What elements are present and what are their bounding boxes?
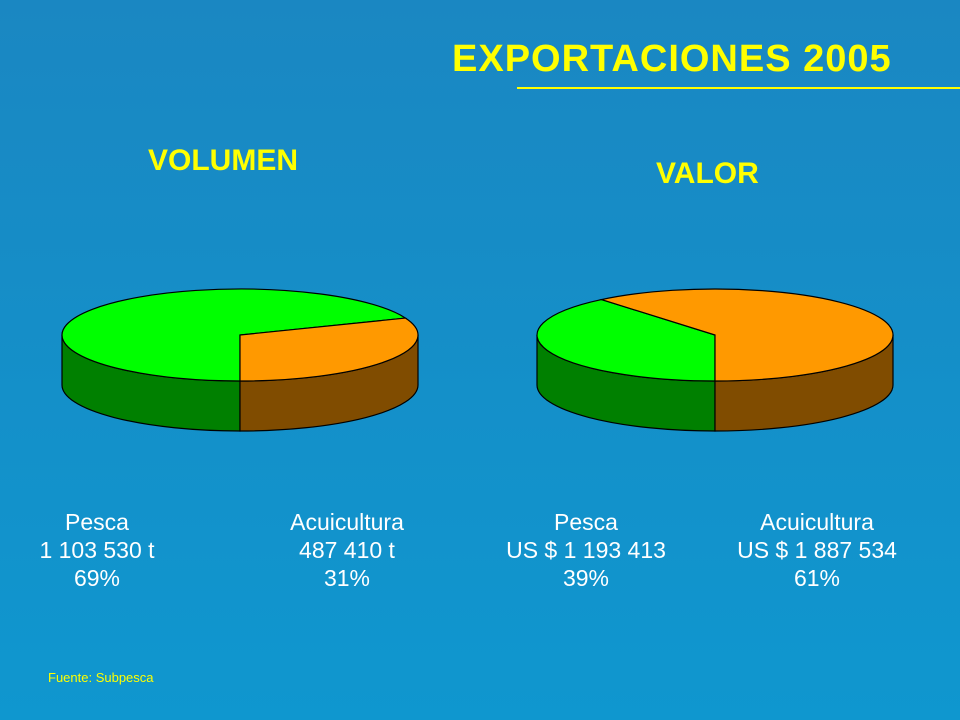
valor-pesca-label: Pesca US $ 1 193 413 39% (486, 508, 686, 592)
volumen-pesca-value: 1 103 530 t (39, 537, 155, 563)
valor-acuicultura-name: Acuicultura (760, 509, 874, 535)
valor-chart-title: VALOR (656, 157, 759, 190)
volumen-acuicultura-name: Acuicultura (290, 509, 404, 535)
source-note: Fuente: Subpesca (48, 670, 154, 685)
page-title: EXPORTACIONES 2005 (452, 38, 892, 80)
valor-pesca-percent: 39% (562, 565, 610, 591)
volumen-acuicultura-label: Acuicultura 487 410 t 31% (247, 508, 447, 592)
valor-pesca-name: Pesca (554, 509, 618, 535)
title-underline (517, 87, 960, 89)
valor-acuicultura-slice (599, 288, 894, 382)
valor-pesca-value: US $ 1 193 413 (506, 537, 666, 563)
valor-pesca-slice (536, 298, 716, 382)
volumen-pesca-slice (61, 288, 408, 382)
volumen-acuicultura-slice (239, 317, 419, 382)
volumen-pesca-percent: 69% (73, 565, 121, 591)
valor-acuicultura-value: US $ 1 887 534 (737, 537, 897, 563)
valor-acuicultura-percent: 61% (793, 565, 841, 591)
volumen-pesca-label: Pesca 1 103 530 t 69% (0, 508, 197, 592)
volumen-acuicultura-percent: 31% (323, 565, 371, 591)
valor-acuicultura-label: Acuicultura US $ 1 887 534 61% (717, 508, 917, 592)
volumen-pesca-name: Pesca (65, 509, 129, 535)
volumen-acuicultura-value: 487 410 t (299, 537, 395, 563)
volumen-chart-title: VOLUMEN (148, 144, 298, 177)
